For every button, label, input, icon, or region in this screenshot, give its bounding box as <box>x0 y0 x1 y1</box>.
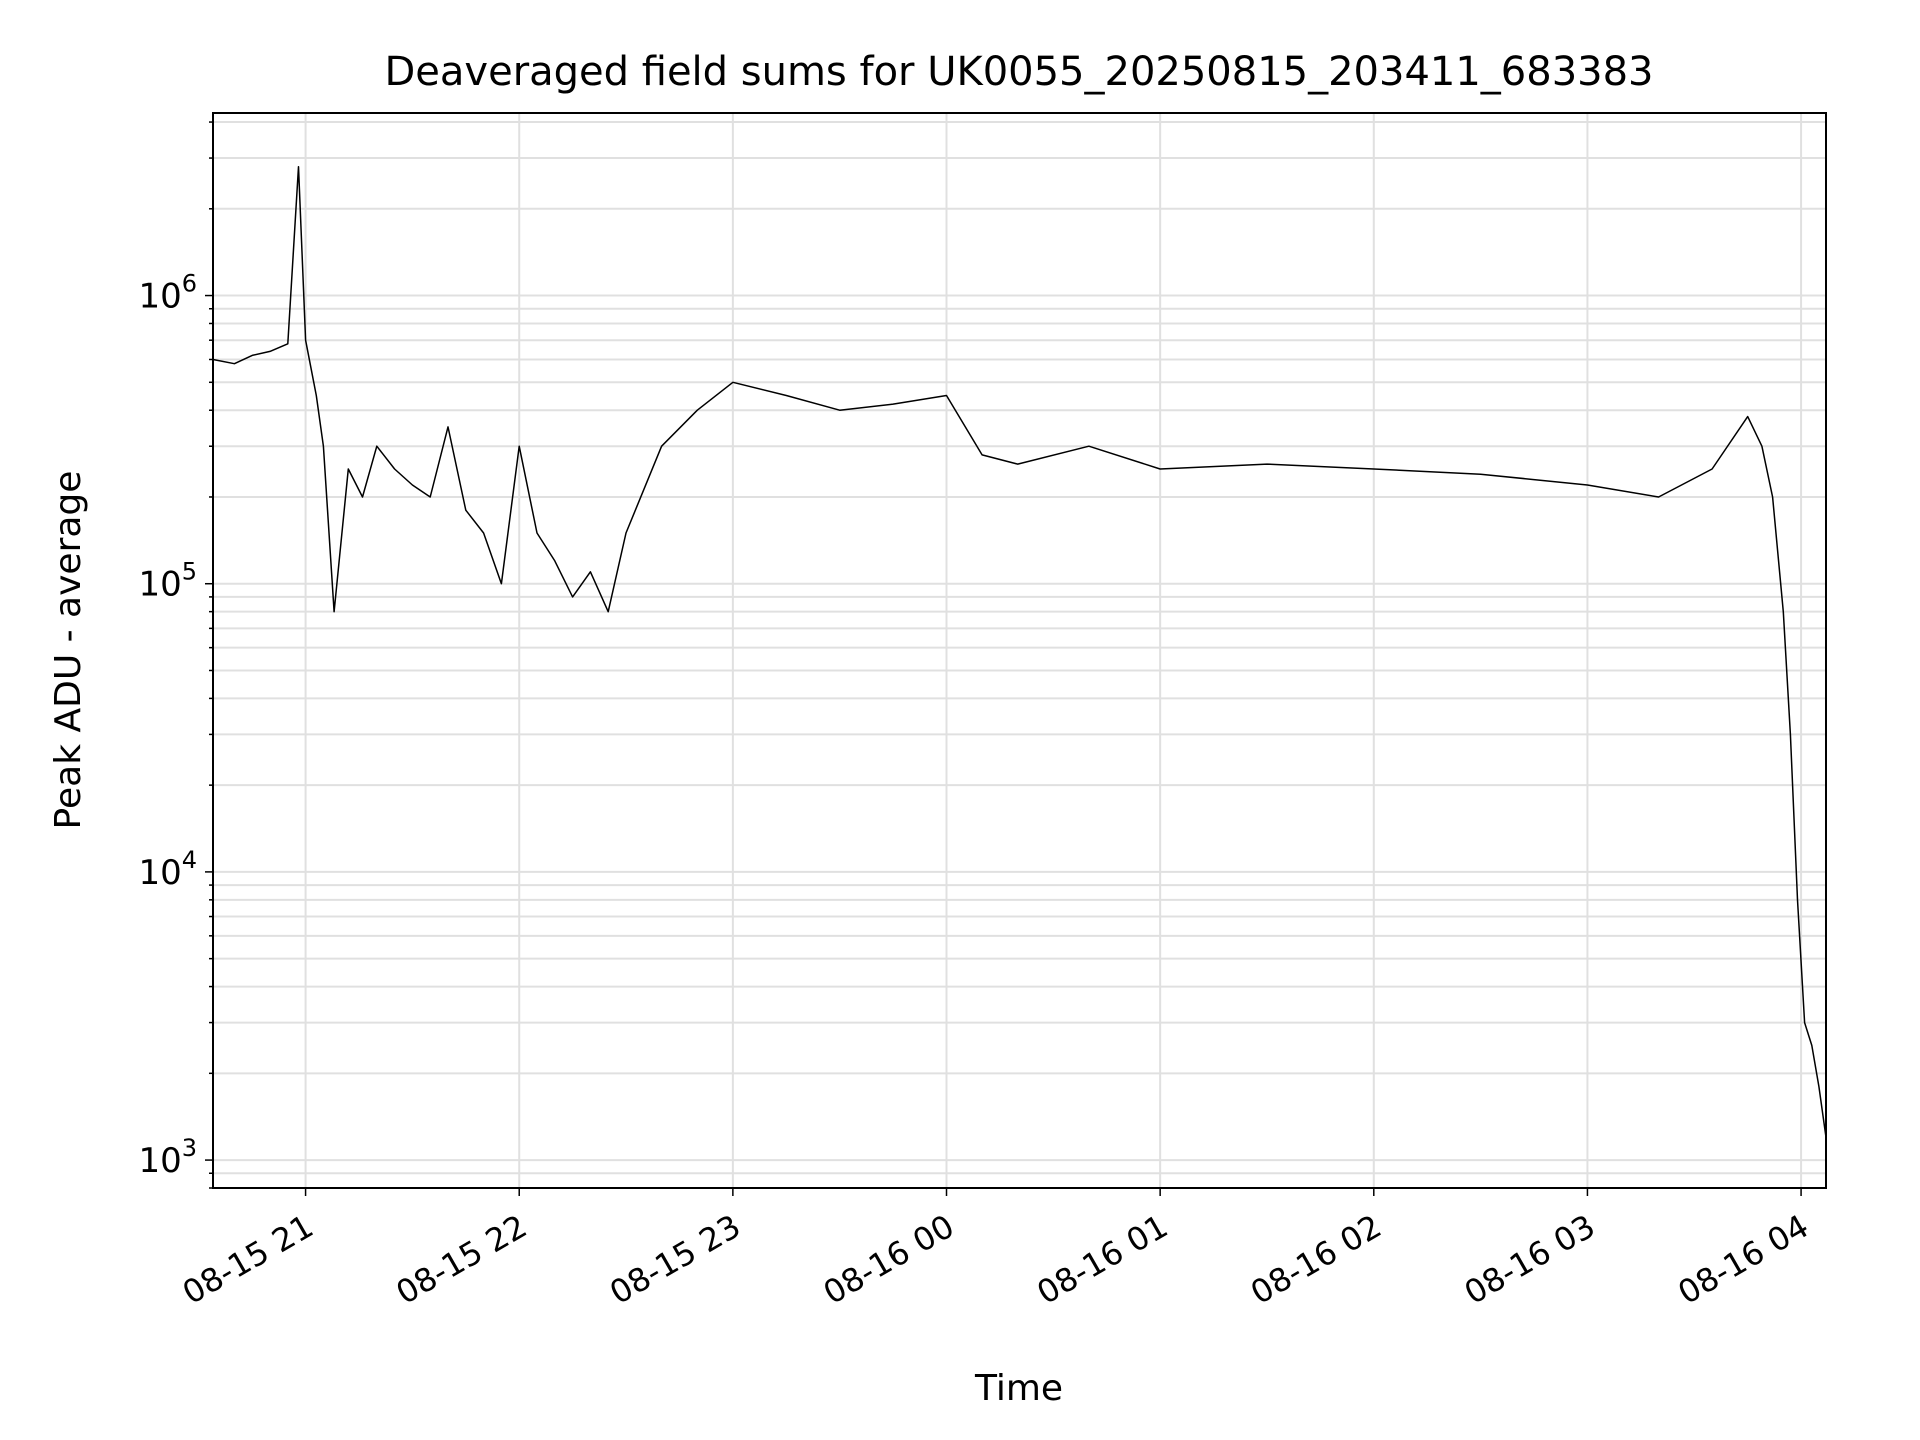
grid <box>213 113 1826 1189</box>
plot-frame <box>212 112 1827 1189</box>
chart-title: Deaveraged field sums for UK0055_2025081… <box>384 49 1653 95</box>
data-line <box>212 165 1827 1138</box>
y-tick-label: 103 <box>138 1134 197 1181</box>
y-axis-ticks: 103 104 105 106 <box>138 121 213 1189</box>
y-tick-label: 105 <box>138 558 197 605</box>
data-line-group <box>212 165 1827 1138</box>
y-tick-label: 106 <box>138 270 197 317</box>
y-tick-label: 104 <box>138 846 197 893</box>
y-axis-label: Peak ADU - average <box>48 471 89 830</box>
x-axis-label: Time <box>974 1368 1063 1409</box>
